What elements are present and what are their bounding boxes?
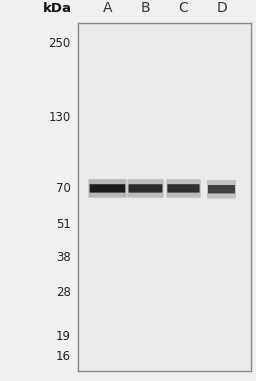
Text: 28: 28 — [56, 286, 71, 299]
FancyBboxPatch shape — [127, 179, 164, 198]
Text: A: A — [103, 1, 112, 15]
Text: 19: 19 — [56, 330, 71, 343]
Text: 70: 70 — [56, 182, 71, 195]
Text: C: C — [179, 1, 188, 15]
FancyBboxPatch shape — [166, 179, 201, 198]
FancyBboxPatch shape — [167, 184, 200, 193]
FancyBboxPatch shape — [208, 185, 235, 194]
FancyBboxPatch shape — [207, 180, 236, 199]
Text: 38: 38 — [56, 251, 71, 264]
Text: 51: 51 — [56, 218, 71, 231]
Text: 250: 250 — [48, 37, 71, 50]
Text: 130: 130 — [48, 112, 71, 125]
Text: B: B — [141, 1, 150, 15]
FancyBboxPatch shape — [90, 184, 125, 193]
Text: 16: 16 — [56, 350, 71, 363]
Text: kDa: kDa — [43, 2, 72, 15]
FancyBboxPatch shape — [129, 184, 162, 193]
FancyBboxPatch shape — [89, 179, 126, 198]
Text: D: D — [216, 1, 227, 15]
